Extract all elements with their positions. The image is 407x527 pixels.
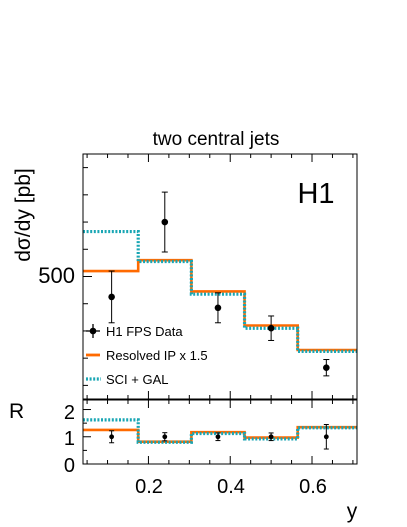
- main-y-tick-label: 500: [38, 263, 75, 288]
- ratio-model-steps: [83, 418, 357, 444]
- legend-label-resolved: Resolved IP x 1.5: [106, 348, 208, 363]
- main-data-point: [108, 293, 115, 301]
- legend-marker-data: [89, 327, 97, 335]
- main-data-point: [161, 218, 169, 226]
- legend-item-sci: SCI + GAL: [86, 372, 169, 387]
- ratio-y-axis-label: R: [9, 400, 24, 423]
- x-tick-label-0-4: 0.4: [217, 476, 245, 498]
- y-axis-label: dσ/dy [pb]: [12, 168, 35, 262]
- experiment-label: H1: [297, 178, 334, 210]
- x-axis-label: y: [347, 500, 358, 523]
- main-frame: [82, 153, 358, 400]
- main-data-point: [323, 364, 330, 371]
- ratio-data-point: [323, 434, 329, 440]
- x-tick-label-0-2: 0.2: [135, 476, 163, 498]
- main-data-point: [267, 324, 275, 332]
- ratio-data-point: [162, 434, 168, 440]
- main-model-steps: [83, 229, 357, 353]
- ratio-frame: [82, 399, 358, 465]
- ratio-y-tick-label-1: 1: [64, 428, 75, 450]
- chart-title: two central jets: [153, 129, 280, 150]
- legend: H1 FPS Data Resolved IP x 1.5 SCI + GAL: [86, 324, 208, 387]
- ratio-panel: R 2 1 0 0.2 0.4 0.6 y: [9, 399, 358, 523]
- main-ticks: [83, 154, 354, 399]
- ratio-data-point: [215, 434, 221, 440]
- legend-label-data: H1 FPS Data: [106, 324, 183, 339]
- ratio-y-tick-label-2: 2: [64, 402, 75, 424]
- ratio-resolved-ip-step-line: [83, 425, 357, 443]
- ratio-y-tick-label-0: 0: [64, 455, 75, 477]
- main-sci-gal-step-line: [83, 229, 357, 353]
- legend-label-sci: SCI + GAL: [106, 372, 169, 387]
- main-data-point: [214, 304, 222, 312]
- x-tick-label-0-6: 0.6: [299, 476, 327, 498]
- main-panel: H1 500 dσ/dy [pb] H1 FPS Data Resolved I…: [12, 153, 358, 400]
- ratio-data-points: [109, 424, 329, 450]
- main-data-points: [108, 191, 330, 377]
- legend-item-data: H1 FPS Data: [86, 324, 183, 339]
- legend-item-resolved: Resolved IP x 1.5: [86, 348, 208, 363]
- ratio-data-point: [109, 434, 115, 440]
- ratio-data-point: [268, 434, 274, 440]
